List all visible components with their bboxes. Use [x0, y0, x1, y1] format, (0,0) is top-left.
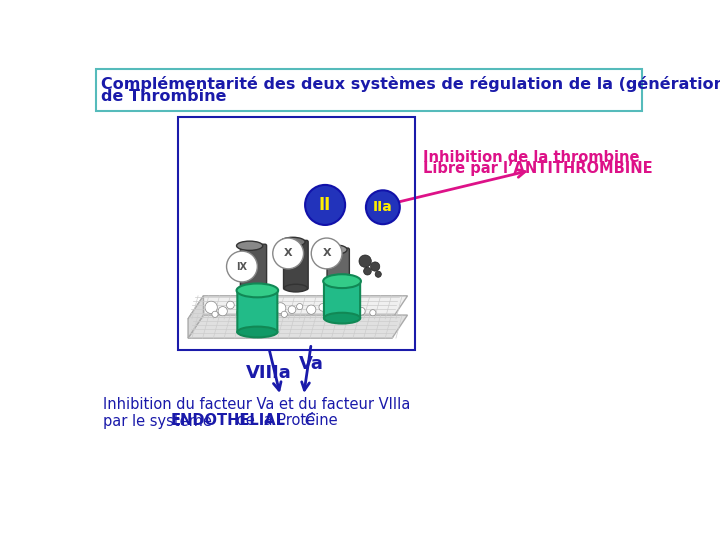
FancyBboxPatch shape: [324, 280, 360, 319]
FancyBboxPatch shape: [238, 289, 277, 333]
Text: par le système: par le système: [104, 413, 217, 429]
Text: Complémentarité des deux systèmes de régulation de la (génération): Complémentarité des deux systèmes de rég…: [101, 76, 720, 92]
Circle shape: [282, 311, 287, 318]
Ellipse shape: [284, 284, 307, 292]
Text: de la Protéine: de la Protéine: [232, 413, 342, 428]
Text: ENDOTHELIAL: ENDOTHELIAL: [171, 413, 286, 428]
Ellipse shape: [237, 284, 278, 298]
Circle shape: [227, 251, 257, 282]
Circle shape: [273, 238, 304, 269]
Circle shape: [342, 304, 350, 312]
Circle shape: [366, 190, 400, 224]
Circle shape: [249, 312, 255, 318]
Text: C: C: [304, 413, 314, 428]
Text: de Thrombine: de Thrombine: [101, 90, 227, 104]
Circle shape: [375, 271, 382, 278]
Circle shape: [359, 255, 372, 267]
Circle shape: [354, 307, 361, 313]
Circle shape: [370, 309, 376, 316]
Ellipse shape: [281, 237, 305, 247]
Circle shape: [305, 185, 345, 225]
Text: IIa: IIa: [373, 200, 392, 214]
Polygon shape: [188, 296, 204, 338]
Circle shape: [364, 267, 372, 275]
Ellipse shape: [237, 241, 263, 251]
Text: II: II: [319, 196, 331, 214]
Circle shape: [319, 303, 327, 311]
Ellipse shape: [323, 274, 361, 288]
Circle shape: [240, 304, 251, 315]
Ellipse shape: [241, 292, 266, 300]
Circle shape: [263, 307, 272, 316]
Circle shape: [297, 303, 303, 309]
Ellipse shape: [238, 327, 277, 338]
Text: Inhibition du facteur Va et du facteur VIIIa: Inhibition du facteur Va et du facteur V…: [104, 397, 410, 413]
Text: VIIIa: VIIIa: [246, 363, 292, 382]
Text: IX: IX: [236, 261, 248, 272]
Circle shape: [307, 305, 316, 314]
Ellipse shape: [325, 245, 347, 254]
FancyBboxPatch shape: [327, 248, 349, 286]
Circle shape: [227, 301, 234, 309]
FancyBboxPatch shape: [240, 244, 266, 298]
Circle shape: [288, 306, 296, 314]
Circle shape: [205, 301, 217, 314]
Polygon shape: [188, 296, 408, 319]
Circle shape: [253, 303, 261, 310]
Text: Inhibition de la thrombine: Inhibition de la thrombine: [423, 150, 639, 165]
Circle shape: [330, 305, 339, 314]
Circle shape: [218, 307, 228, 316]
Text: Va: Va: [299, 355, 324, 373]
Circle shape: [371, 262, 379, 271]
Text: X: X: [323, 248, 331, 259]
Polygon shape: [188, 315, 408, 338]
Circle shape: [357, 307, 365, 315]
Bar: [96, 69, 642, 111]
Text: X: X: [284, 248, 292, 259]
FancyBboxPatch shape: [284, 240, 308, 289]
Circle shape: [275, 303, 286, 314]
Circle shape: [212, 311, 218, 318]
Text: Libre par l’ANTITHROMBINE: Libre par l’ANTITHROMBINE: [423, 161, 652, 176]
Ellipse shape: [328, 280, 348, 288]
Circle shape: [311, 238, 342, 269]
Circle shape: [237, 309, 243, 316]
Ellipse shape: [324, 313, 360, 323]
Bar: [178, 117, 415, 350]
